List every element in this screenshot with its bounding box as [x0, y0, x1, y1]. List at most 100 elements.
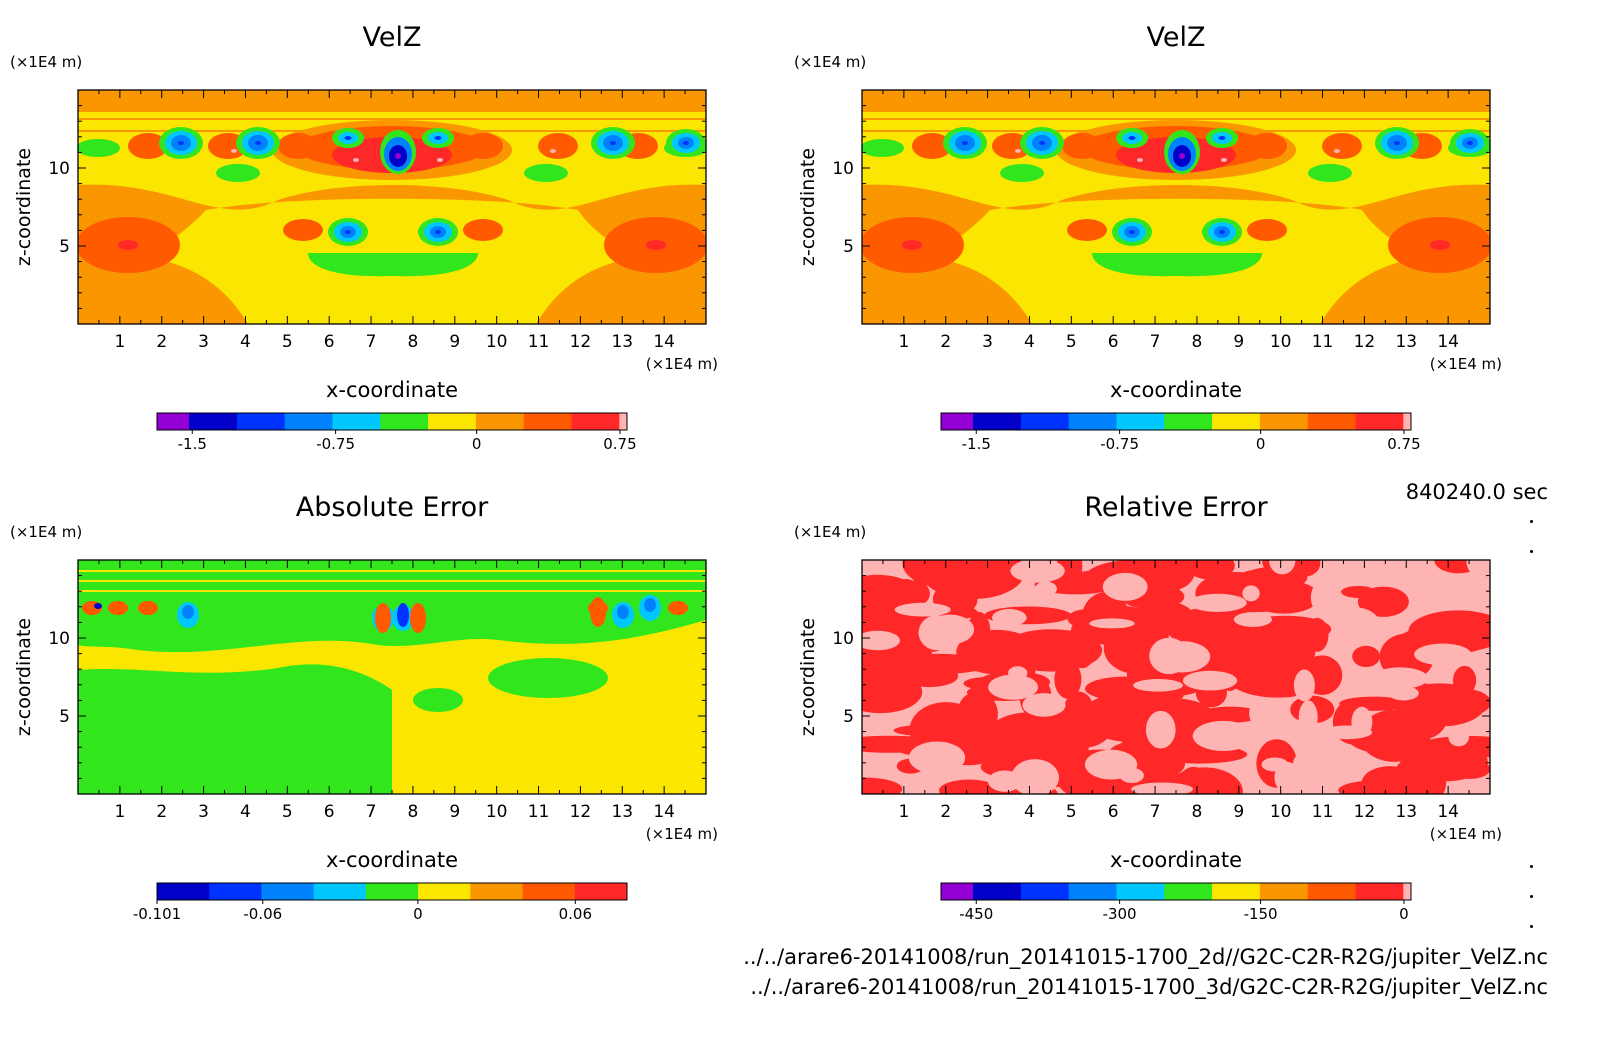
y-unit-label: (×1E4 m)	[10, 53, 82, 71]
field-stripe	[862, 118, 1490, 120]
field-patch	[78, 184, 706, 290]
colorbar-swatch	[1020, 883, 1070, 900]
y-tick-label: 5	[59, 237, 70, 257]
field-patch	[1310, 581, 1334, 614]
x-tick-label: 2	[940, 802, 951, 822]
time-label: 840240.0 sec	[1405, 480, 1548, 504]
colorbar-tick-label: 0.06	[559, 905, 592, 923]
colorbar-swatch	[157, 413, 190, 430]
colorbar-tick-label: -0.75	[316, 435, 355, 453]
x-axis-label: x-coordinate	[326, 378, 458, 402]
field-patch	[1233, 612, 1272, 627]
x-tick-label: 3	[982, 802, 993, 822]
y-tick-label: 10	[48, 159, 70, 179]
field-patch	[1119, 767, 1144, 784]
x-tick-label: 8	[1192, 802, 1203, 822]
colorbar-swatch	[1307, 883, 1357, 900]
field-patch	[78, 560, 706, 653]
colorbar-tick-label: -1.5	[178, 435, 207, 453]
colorbar-swatch	[1403, 883, 1412, 900]
colorbar-swatch	[313, 883, 367, 900]
field-patch	[912, 133, 952, 159]
field-patch	[1198, 706, 1263, 723]
colorbar-swatch	[522, 883, 576, 900]
x-tick-label: 14	[1437, 802, 1459, 822]
field-patch	[1448, 727, 1470, 747]
y-axis-label: z-coordinate	[797, 148, 819, 266]
field-patch	[1000, 164, 1044, 182]
field-patch	[862, 777, 903, 794]
field-patch	[862, 90, 1490, 112]
field-patch	[1219, 230, 1225, 234]
x-tick-label: 10	[486, 332, 508, 352]
field-patch	[1145, 710, 1176, 749]
colorbar-swatch	[973, 413, 1022, 430]
colorbar-swatch	[941, 883, 974, 900]
field-patch	[1013, 777, 1052, 793]
colorbar-tick-label: -300	[1103, 905, 1137, 923]
y-axis-label: z-coordinate	[13, 618, 35, 736]
field-patch	[78, 664, 392, 794]
field-patch	[1440, 689, 1490, 716]
x-tick-label: 1	[898, 332, 909, 352]
x-tick-label: 14	[1437, 332, 1459, 352]
field-patch	[1067, 219, 1107, 241]
field-patch	[1288, 560, 1321, 577]
x-tick-label: 13	[611, 332, 633, 352]
field-patch	[1035, 581, 1057, 597]
field-stripe	[78, 585, 706, 587]
field-patch	[524, 164, 568, 182]
colorbar-swatch	[1307, 413, 1357, 430]
field-patch	[278, 133, 318, 159]
x-unit-label: (×1E4 m)	[1430, 355, 1502, 373]
chart-title: Absolute Error	[296, 492, 489, 523]
colorbar-swatch	[574, 883, 628, 900]
field-patch	[94, 603, 102, 609]
colorbar-swatch	[284, 413, 333, 430]
field-patch	[862, 670, 923, 714]
colorbar-tick-label: -0.101	[133, 905, 181, 923]
field-patch	[1308, 164, 1352, 182]
x-tick-label: 1	[898, 802, 909, 822]
y-unit-label: (×1E4 m)	[794, 53, 866, 71]
x-axis-label: x-coordinate	[1110, 378, 1242, 402]
chart-panel-2: VelZ(×1E4 m)1 2 3 4 5 6 7 8 9 10 11 12 13 14510(×1E4 …	[794, 22, 1502, 453]
field-patch	[1219, 136, 1225, 140]
y-tick-label: 5	[59, 707, 70, 727]
colorbar-swatch	[1068, 883, 1117, 900]
colorbar-frame	[156, 882, 628, 901]
x-tick-label: 7	[1150, 802, 1161, 822]
y-tick-label: 10	[832, 159, 854, 179]
field-stripe	[78, 570, 706, 572]
field-patch	[683, 141, 689, 145]
contour-field	[78, 90, 706, 324]
x-tick-label: 5	[282, 802, 293, 822]
x-tick-label: 3	[198, 332, 209, 352]
field-patch	[255, 141, 261, 145]
colorbar-swatch	[619, 413, 628, 430]
chart-panel-4: Relative Error(×1E4 m)1 2 3 4 5 6 7 8 9 10 11 12 13 1…	[794, 492, 1502, 923]
field-patch	[1416, 735, 1490, 758]
field-patch	[395, 153, 401, 159]
x-tick-label: 1	[114, 332, 125, 352]
colorbar-tick-label: 0.75	[1387, 435, 1420, 453]
x-tick-label: 10	[486, 802, 508, 822]
field-patch	[1460, 784, 1490, 794]
field-patch	[862, 184, 1490, 290]
field-patch	[1129, 230, 1135, 234]
field-patch	[1444, 573, 1490, 586]
field-patch	[1247, 219, 1287, 241]
colorbar-frame	[940, 412, 1412, 431]
colorbar-swatch	[236, 413, 286, 430]
colorbar-swatch	[1259, 883, 1309, 900]
field-patch	[353, 158, 359, 162]
field-stripe	[78, 580, 706, 582]
field-patch	[894, 602, 951, 617]
field-patch	[1322, 133, 1362, 159]
field-patch	[962, 141, 968, 145]
field-patch	[437, 158, 443, 162]
chart-title: VelZ	[1147, 22, 1206, 53]
colorbar-swatch	[571, 413, 620, 430]
file-path-3d: ../../arare6-20141008/run_20141015-1700_…	[750, 975, 1548, 999]
x-tick-label: 8	[1192, 332, 1203, 352]
